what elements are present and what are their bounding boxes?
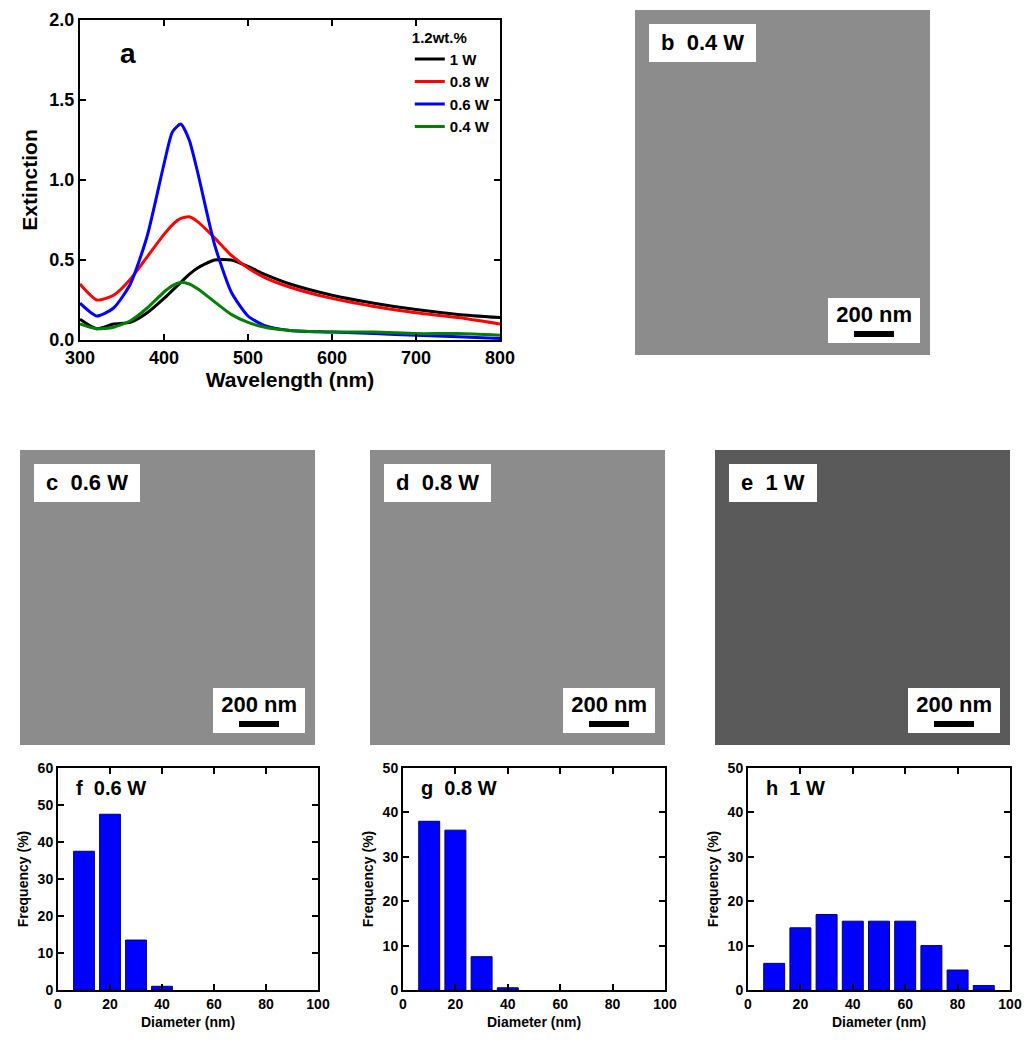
svg-text:80: 80 <box>950 996 966 1012</box>
svg-text:800: 800 <box>485 348 515 368</box>
svg-text:Diameter (nm): Diameter (nm) <box>487 1014 581 1030</box>
svg-text:80: 80 <box>258 996 274 1012</box>
html-text:d 0.8 W: d 0.8 W <box>396 470 480 495</box>
svg-text:1.0: 1.0 <box>49 170 74 190</box>
svg-text:80: 80 <box>605 996 621 1012</box>
svg-text:20: 20 <box>383 893 399 909</box>
svg-text:0: 0 <box>744 996 752 1012</box>
svg-text:a: a <box>120 38 136 69</box>
svg-text:50: 50 <box>728 760 744 776</box>
svg-text:0: 0 <box>390 982 398 998</box>
svg-text:0: 0 <box>735 982 743 998</box>
svg-text:0.8 W: 0.8 W <box>450 73 490 90</box>
svg-text:100: 100 <box>306 996 330 1012</box>
svg-text:60: 60 <box>552 996 568 1012</box>
svg-text:20: 20 <box>38 908 54 924</box>
svg-text:0.6 W: 0.6 W <box>450 96 490 113</box>
svg-text:40: 40 <box>500 996 516 1012</box>
svg-text:100: 100 <box>653 996 677 1012</box>
svg-text:30: 30 <box>38 871 54 887</box>
svg-text:10: 10 <box>728 938 744 954</box>
svg-text:2.0: 2.0 <box>49 10 74 30</box>
html-text:200 nm: 200 nm <box>571 692 647 717</box>
svg-text:30: 30 <box>383 849 399 865</box>
svg-text:40: 40 <box>38 834 54 850</box>
html-text:c 0.6 W: c 0.6 W <box>46 470 128 495</box>
svg-text:Frequency (%): Frequency (%) <box>15 831 31 927</box>
html-text:e 1 W: e 1 W <box>741 470 805 495</box>
svg-text:0.4 W: 0.4 W <box>450 118 490 135</box>
svg-text:600: 600 <box>317 348 347 368</box>
svg-text:60: 60 <box>206 996 222 1012</box>
svg-text:300: 300 <box>65 348 95 368</box>
svg-text:400: 400 <box>149 348 179 368</box>
svg-text:40: 40 <box>845 996 861 1012</box>
svg-text:1.5: 1.5 <box>49 90 74 110</box>
svg-text:Wavelength (nm): Wavelength (nm) <box>206 368 374 391</box>
svg-text:h 1 W: h 1 W <box>766 777 825 799</box>
svg-text:0.0: 0.0 <box>49 330 74 350</box>
svg-text:10: 10 <box>38 945 54 961</box>
svg-text:Extinction: Extinction <box>18 129 41 231</box>
svg-text:20: 20 <box>728 893 744 909</box>
svg-text:100: 100 <box>998 996 1022 1012</box>
svg-text:0: 0 <box>45 982 53 998</box>
svg-text:0.5: 0.5 <box>49 250 74 270</box>
svg-text:20: 20 <box>102 996 118 1012</box>
svg-text:1.2wt.%: 1.2wt.% <box>412 29 467 46</box>
svg-text:Diameter (nm): Diameter (nm) <box>141 1014 235 1030</box>
svg-text:f 0.6 W: f 0.6 W <box>76 777 146 799</box>
svg-text:60: 60 <box>897 996 913 1012</box>
svg-text:40: 40 <box>728 804 744 820</box>
html-text:200 nm: 200 nm <box>836 302 912 327</box>
svg-text:500: 500 <box>233 348 263 368</box>
svg-text:30: 30 <box>728 849 744 865</box>
svg-text:40: 40 <box>383 804 399 820</box>
svg-text:Frequency (%): Frequency (%) <box>360 831 376 927</box>
svg-text:20: 20 <box>448 996 464 1012</box>
html-text:b 0.4 W: b 0.4 W <box>661 30 745 55</box>
svg-text:20: 20 <box>793 996 809 1012</box>
svg-text:0: 0 <box>54 996 62 1012</box>
svg-text:Diameter (nm): Diameter (nm) <box>832 1014 926 1030</box>
svg-text:60: 60 <box>38 760 54 776</box>
svg-text:10: 10 <box>383 938 399 954</box>
svg-text:0: 0 <box>399 996 407 1012</box>
svg-text:40: 40 <box>154 996 170 1012</box>
svg-text:50: 50 <box>383 760 399 776</box>
svg-text:g 0.8 W: g 0.8 W <box>421 777 497 799</box>
html-text:200 nm: 200 nm <box>916 692 992 717</box>
svg-text:1 W: 1 W <box>450 51 478 68</box>
svg-text:50: 50 <box>38 797 54 813</box>
html-text:200 nm: 200 nm <box>221 692 297 717</box>
svg-text:700: 700 <box>401 348 431 368</box>
svg-text:Frequency (%): Frequency (%) <box>705 831 721 927</box>
